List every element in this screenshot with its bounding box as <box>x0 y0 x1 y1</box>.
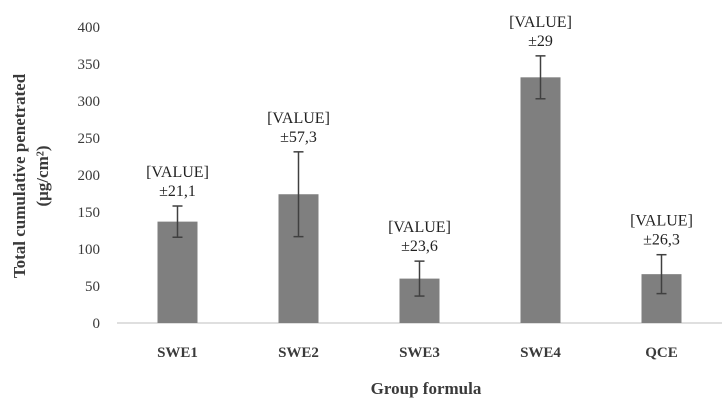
y-axis-title: Total cumulative penetrated (μg/cm²) <box>10 73 52 278</box>
y-tick-label: 350 <box>78 57 101 73</box>
y-axis: 0 50 100 150 200 250 300 350 400 <box>78 20 101 332</box>
bars: [VALUE] ±21,1 [VALUE] ±57,3 [VALUE] ±23,6 [VAL… <box>146 14 693 323</box>
x-tick-label: SWE4 <box>520 345 561 361</box>
data-label-error: ±23,6 <box>401 238 438 255</box>
y-tick-label: 50 <box>85 279 100 295</box>
x-axis-title: Group formula <box>371 379 482 398</box>
y-tick-label: 400 <box>78 20 101 36</box>
bar <box>520 77 561 323</box>
y-tick-label: 200 <box>78 168 101 184</box>
data-label-value: [VALUE] <box>146 164 209 181</box>
data-label-value: [VALUE] <box>509 14 572 31</box>
y-tick-label: 300 <box>78 94 101 110</box>
data-label-value: [VALUE] <box>388 219 451 236</box>
data-label-error: ±29 <box>528 33 553 50</box>
y-tick-label: 100 <box>78 242 101 258</box>
data-label-value: [VALUE] <box>267 110 330 127</box>
y-tick-label: 250 <box>78 131 101 147</box>
data-label-error: ±26,3 <box>643 232 680 249</box>
y-tick-label: 150 <box>78 205 101 221</box>
y-axis-title-line2: (μg/cm²) <box>33 146 52 207</box>
x-tick-label: SWE2 <box>278 345 319 361</box>
x-tick-label: QCE <box>645 345 678 361</box>
x-axis-tick-labels: SWE1 SWE2 SWE3 SWE4 QCE <box>157 345 678 361</box>
data-label-error: ±57,3 <box>280 129 317 146</box>
data-label-error: ±21,1 <box>159 183 196 200</box>
x-tick-label: SWE3 <box>399 345 440 361</box>
x-tick-label: SWE1 <box>157 345 198 361</box>
data-label-value: [VALUE] <box>630 213 693 230</box>
bar <box>157 221 198 323</box>
y-tick-label: 0 <box>93 316 101 332</box>
y-axis-title-line1: Total cumulative penetrated <box>10 73 29 278</box>
